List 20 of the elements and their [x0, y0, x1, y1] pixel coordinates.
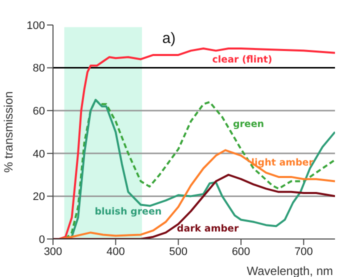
chart-title: a): [162, 30, 176, 48]
y-tick-label: 20: [32, 191, 45, 204]
series-label: clear (flint): [212, 54, 272, 66]
x-tick-label: 300: [44, 246, 62, 258]
x-tick-label: 700: [294, 246, 313, 258]
y-tick-label: 0: [38, 234, 45, 246]
y-axis-title: % transmission: [1, 91, 16, 173]
x-tick-label: 600: [232, 246, 250, 258]
y-tick-label: 60: [32, 106, 45, 118]
y-tick-label: 80: [32, 62, 45, 75]
y-tick-label: 40: [32, 148, 45, 160]
line-series: [58, 48, 335, 239]
x-tick-label: 500: [169, 246, 188, 258]
series-label: green: [232, 118, 264, 130]
line-series: [58, 149, 335, 239]
series-label: bluish green: [94, 206, 162, 218]
series-label: dark amber: [176, 224, 239, 235]
y-tick-label: 100: [26, 20, 45, 32]
line-series: [64, 98, 335, 239]
x-tick-label: 400: [106, 246, 125, 258]
